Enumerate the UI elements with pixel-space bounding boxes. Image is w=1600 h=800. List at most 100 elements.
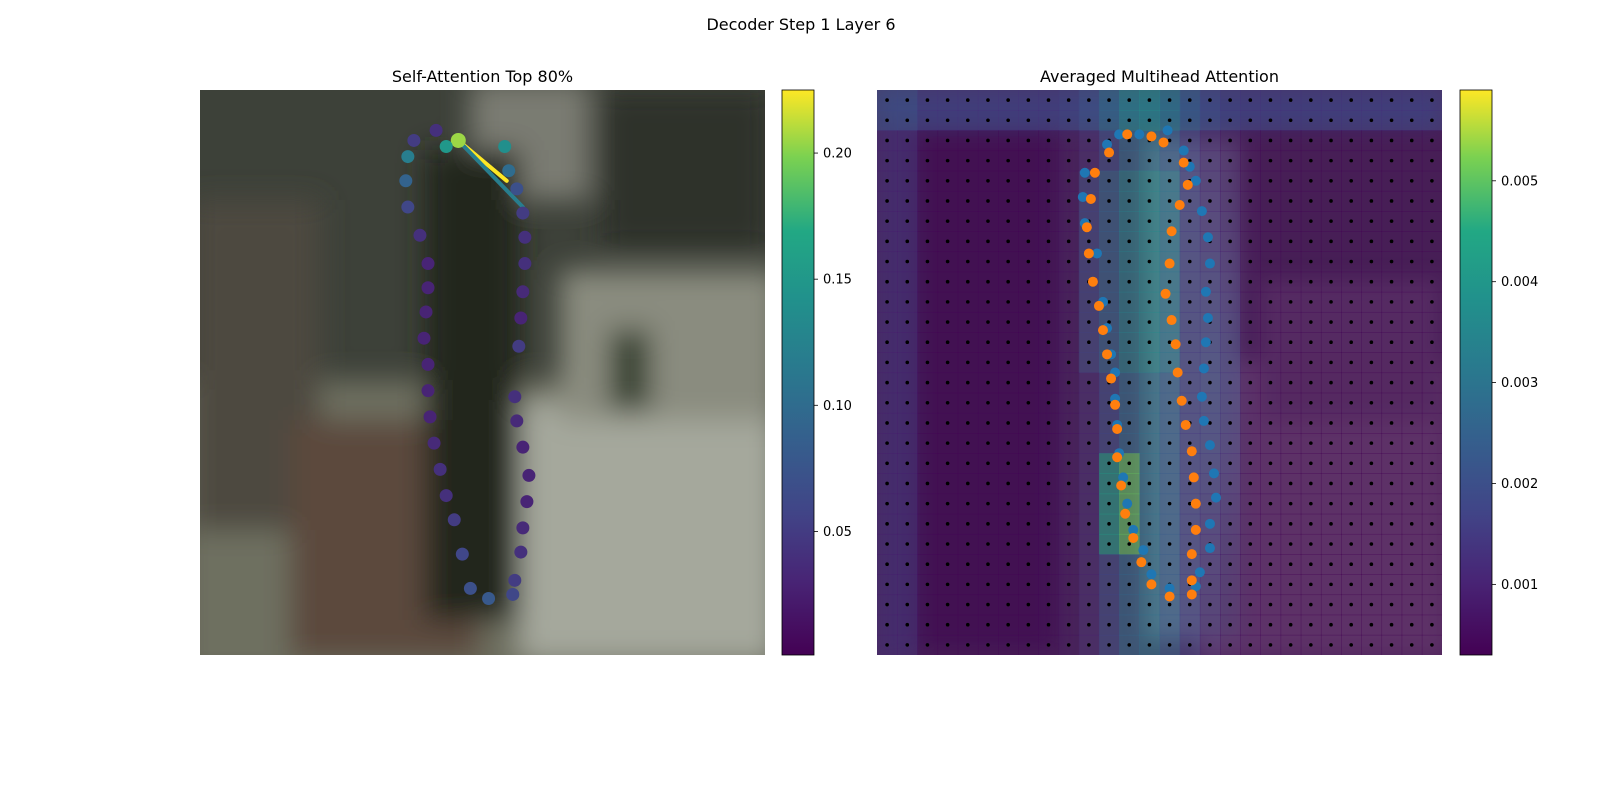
grid-point [1409,300,1414,304]
grid-point [1369,360,1374,365]
blue-contour-point [1079,167,1090,178]
grid-point [1228,562,1232,566]
grid-point [1309,622,1313,627]
grid-point [1046,300,1051,304]
grid-point [1107,542,1111,546]
orange-contour-point [1128,532,1139,543]
grid-point [1167,380,1172,385]
grid-point [1248,400,1253,405]
grid-point [1107,98,1111,102]
grid-point [1066,360,1071,365]
grid-point [1430,158,1434,163]
grid-point [1389,421,1394,425]
orange-contour-point [1089,167,1100,178]
grid-point [1389,562,1394,566]
grid-point [1187,158,1192,163]
grid-point [885,340,889,345]
grid-point [1187,522,1192,526]
grid-point [1430,602,1434,607]
grid-point [1167,199,1172,203]
grid-point [1006,279,1010,284]
blue-contour-point [1198,363,1209,374]
grid-point [945,461,950,466]
grid-point [1430,562,1434,566]
grid-point [1147,481,1152,486]
orange-contour-point [1164,258,1175,269]
grid-point [1107,300,1111,304]
grid-point [885,421,889,425]
grid-point [945,279,950,284]
grid-point [1349,158,1353,163]
attention-point [510,414,524,428]
grid-point [1329,239,1333,244]
grid-point [905,542,910,546]
grid-point [1268,320,1273,324]
orange-contour-point [1093,300,1104,311]
grid-point [1006,219,1010,223]
grid-point [1288,219,1293,223]
grid-point [1349,441,1353,445]
grid-point [925,643,930,647]
grid-point [925,199,930,203]
grid-point [1066,239,1071,244]
grid-point [1167,279,1172,284]
orange-contour-point [1164,591,1175,602]
grid-point [885,138,889,143]
grid-point [925,118,930,123]
grid-point [1066,340,1071,345]
right-colorbar-ticks: 0.001 0.002 0.003 0.004 0.005 [1492,174,1538,593]
grid-point [1430,380,1434,385]
grid-point [1026,400,1031,405]
grid-point [1026,562,1031,566]
grid-point [986,602,990,607]
grid-point [905,179,910,183]
grid-point [1087,340,1091,345]
grid-point [885,158,889,163]
grid-point [1389,300,1394,304]
grid-point [1288,179,1293,183]
grid-point [1228,643,1232,647]
grid-point [1430,542,1434,546]
attention-point [429,123,443,137]
grid-point [1349,138,1353,143]
grid-point [1026,622,1031,627]
orange-contour-point [1182,179,1193,190]
grid-point [966,118,970,123]
grid-point [1087,380,1091,385]
grid-point [1026,219,1031,223]
grid-point [1046,158,1051,163]
attention-point [482,592,496,605]
grid-point [1248,481,1253,486]
grid-point [1288,98,1293,102]
grid-point [1389,199,1394,203]
grid-point [1066,300,1071,304]
grid-point [1349,380,1353,385]
grid-point [1409,259,1414,264]
left-colorbar-ticks: 0.05 0.10 0.15 0.20 [814,147,852,540]
grid-point [1026,138,1031,143]
orange-contour-point [1186,446,1197,457]
attention-point [514,311,528,325]
grid-point [1046,259,1051,264]
grid-point [986,622,990,627]
grid-point [1268,542,1273,546]
grid-point [1309,118,1313,123]
attention-point [401,200,415,214]
grid-point [1389,522,1394,526]
grid-point [1167,179,1172,183]
grid-point [1167,602,1172,607]
grid-point [1187,199,1192,203]
grid-point [966,340,970,345]
grid-point [1087,501,1091,506]
grid-point [1228,461,1232,466]
grid-point [905,199,910,203]
grid-point [1046,380,1051,385]
grid-point [905,461,910,466]
orange-contour-point [1160,288,1171,299]
grid-point [1349,582,1353,587]
grid-point [1329,199,1333,203]
grid-point [925,179,930,183]
grid-point [1026,582,1031,587]
grid-point [1187,98,1192,102]
